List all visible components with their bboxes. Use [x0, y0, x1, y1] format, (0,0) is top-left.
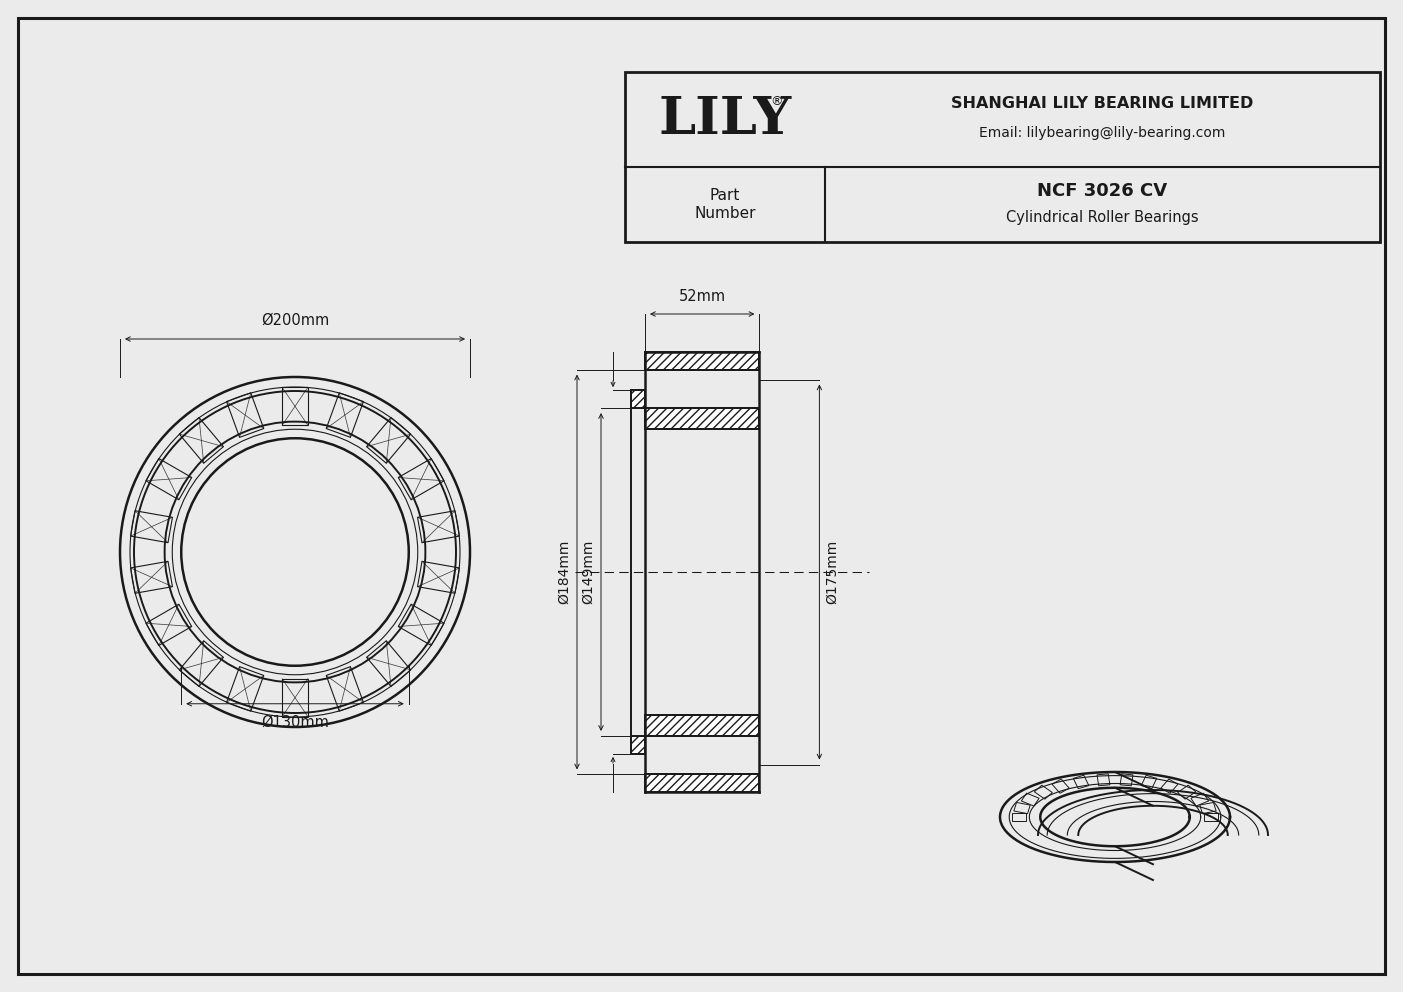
Text: Ø130mm: Ø130mm [261, 715, 328, 730]
Text: ®: ® [770, 95, 783, 108]
Polygon shape [631, 390, 645, 408]
Text: Ø175mm: Ø175mm [825, 540, 839, 604]
Text: NCF 3026 CV: NCF 3026 CV [1037, 183, 1167, 200]
Text: Ø200mm: Ø200mm [261, 313, 330, 328]
Polygon shape [645, 352, 759, 370]
Text: SHANGHAI LILY BEARING LIMITED: SHANGHAI LILY BEARING LIMITED [951, 96, 1254, 111]
Text: Ø184mm: Ø184mm [557, 540, 571, 604]
Text: LILY: LILY [658, 94, 791, 145]
Polygon shape [631, 736, 645, 754]
Text: 52mm: 52mm [679, 289, 725, 304]
Polygon shape [645, 408, 759, 429]
Text: Ø149mm: Ø149mm [581, 540, 595, 604]
Text: Part
Number: Part Number [694, 188, 756, 220]
Polygon shape [645, 775, 759, 792]
Text: Cylindrical Roller Bearings: Cylindrical Roller Bearings [1006, 210, 1198, 225]
Text: Email: lilybearing@lily-bearing.com: Email: lilybearing@lily-bearing.com [979, 127, 1226, 141]
Polygon shape [645, 715, 759, 736]
